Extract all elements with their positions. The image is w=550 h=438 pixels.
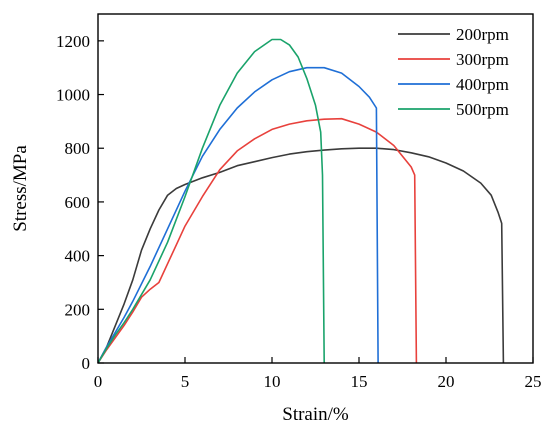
y-tick-label: 600	[65, 193, 91, 212]
x-axis-title: Strain/%	[282, 404, 349, 425]
y-tick-label: 400	[65, 247, 91, 266]
legend-label-300rpm: 300rpm	[456, 50, 509, 69]
x-tick-label: 5	[181, 372, 190, 391]
legend-label-400rpm: 400rpm	[456, 75, 509, 94]
series-line-200rpm	[97, 147, 505, 364]
y-axis-ticks: 0 200 400 600 800 1000 1200	[56, 32, 104, 373]
y-tick-label: 0	[82, 354, 91, 373]
legend: 200rpm 300rpm 400rpm 500rpm	[398, 25, 509, 119]
series-lines	[97, 38, 505, 364]
series-line-300rpm	[97, 117, 418, 364]
series-line-500rpm	[97, 38, 325, 364]
x-tick-label: 20	[438, 372, 455, 391]
x-tick-label: 0	[94, 372, 103, 391]
plot-frame	[97, 13, 534, 364]
y-tick-label: 200	[65, 300, 91, 319]
legend-label-200rpm: 200rpm	[456, 25, 509, 44]
series-line-400rpm	[97, 66, 379, 364]
x-tick-label: 25	[525, 372, 542, 391]
legend-label-500rpm: 500rpm	[456, 100, 509, 119]
x-tick-label: 15	[351, 372, 368, 391]
y-tick-label: 1200	[56, 32, 90, 51]
y-tick-label: 1000	[56, 86, 90, 105]
x-axis-ticks: 0 5 10 15 20 25	[94, 357, 542, 391]
x-tick-label: 10	[264, 372, 281, 391]
y-axis-title: Stress/MPa	[10, 145, 31, 232]
y-tick-label: 800	[65, 139, 91, 158]
